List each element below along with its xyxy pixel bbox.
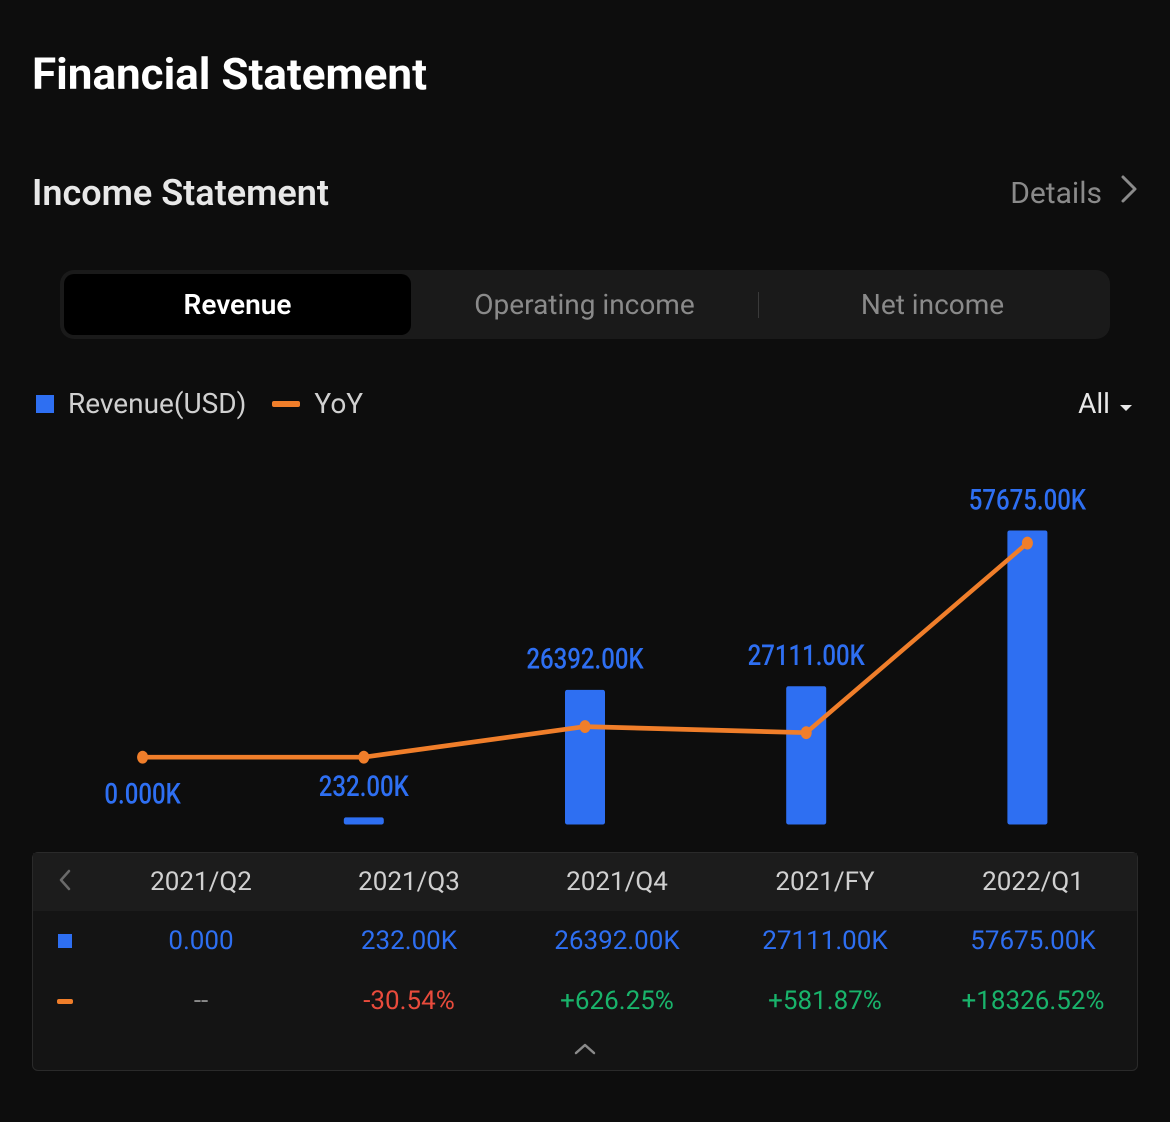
details-label: Details xyxy=(1010,176,1102,211)
tab-operating-income[interactable]: Operating income xyxy=(411,274,758,335)
data-table: 2021/Q2 2021/Q3 2021/Q4 2021/FY 2022/Q1 … xyxy=(32,852,1138,1071)
svg-text:57675.00K: 57675.00K xyxy=(969,484,1087,516)
svg-text:232.00K: 232.00K xyxy=(319,771,409,803)
metric-tabs: Revenue Operating income Net income xyxy=(60,270,1110,339)
legend-row: Revenue(USD) YoY All xyxy=(32,387,1138,420)
svg-text:26392.00K: 26392.00K xyxy=(526,644,644,676)
revenue-cell: 26392.00K xyxy=(513,926,721,956)
caret-down-icon xyxy=(1118,387,1134,420)
period-dropdown[interactable]: All xyxy=(1078,387,1134,420)
col-header: 2021/Q2 xyxy=(97,867,305,897)
chevron-up-icon xyxy=(573,1042,597,1056)
revenue-cell: 232.00K xyxy=(305,926,513,956)
collapse-button[interactable] xyxy=(33,1031,1137,1070)
svg-text:0.000K: 0.000K xyxy=(104,779,181,811)
yoy-swatch-icon xyxy=(272,401,300,407)
yoy-swatch-icon xyxy=(57,999,73,1004)
revenue-cell: 0.000 xyxy=(97,926,305,956)
yoy-cell: +626.25% xyxy=(513,986,721,1016)
legend-revenue-label: Revenue(USD) xyxy=(68,387,246,420)
page-title: Financial Statement xyxy=(32,48,1138,100)
revenue-swatch-icon xyxy=(58,934,72,948)
chart-svg: 0.000K 232.00K 26392.00K 27111.00K 57675.00K xyxy=(32,448,1138,848)
revenue-swatch-icon xyxy=(36,395,54,413)
col-header: 2022/Q1 xyxy=(929,867,1137,897)
revenue-cell: 27111.00K xyxy=(721,926,929,956)
col-header: 2021/Q4 xyxy=(513,867,721,897)
section-title: Income Statement xyxy=(32,172,329,214)
tab-revenue[interactable]: Revenue xyxy=(64,274,411,335)
row-revenue-icon xyxy=(33,934,97,948)
revenue-cell: 57675.00K xyxy=(929,926,1137,956)
table-row-yoy: -- -30.54% +626.25% +581.87% +18326.52% xyxy=(33,971,1137,1031)
details-link[interactable]: Details xyxy=(1010,174,1138,212)
scroll-left-button[interactable] xyxy=(33,866,97,899)
yoy-cell: -30.54% xyxy=(305,986,513,1016)
yoy-cell: -- xyxy=(97,986,305,1016)
chevron-right-icon xyxy=(1120,174,1138,212)
table-row-revenue: 0.000 232.00K 26392.00K 27111.00K 57675.… xyxy=(33,911,1137,971)
legend-yoy-label: YoY xyxy=(314,387,363,420)
svg-text:27111.00K: 27111.00K xyxy=(748,640,866,672)
table-header-row: 2021/Q2 2021/Q3 2021/Q4 2021/FY 2022/Q1 xyxy=(33,853,1137,911)
yoy-cell: +18326.52% xyxy=(929,986,1137,1016)
revenue-chart: 0.000K 232.00K 26392.00K 27111.00K 57675.00K xyxy=(32,448,1138,848)
yoy-cell: +581.87% xyxy=(721,986,929,1016)
col-header: 2021/FY xyxy=(721,867,929,897)
chart-legend: Revenue(USD) YoY xyxy=(36,387,363,420)
section-header: Income Statement Details xyxy=(32,172,1138,214)
dropdown-label: All xyxy=(1078,387,1110,420)
row-yoy-icon xyxy=(33,999,97,1004)
col-header: 2021/Q3 xyxy=(305,867,513,897)
tab-net-income[interactable]: Net income xyxy=(759,274,1106,335)
